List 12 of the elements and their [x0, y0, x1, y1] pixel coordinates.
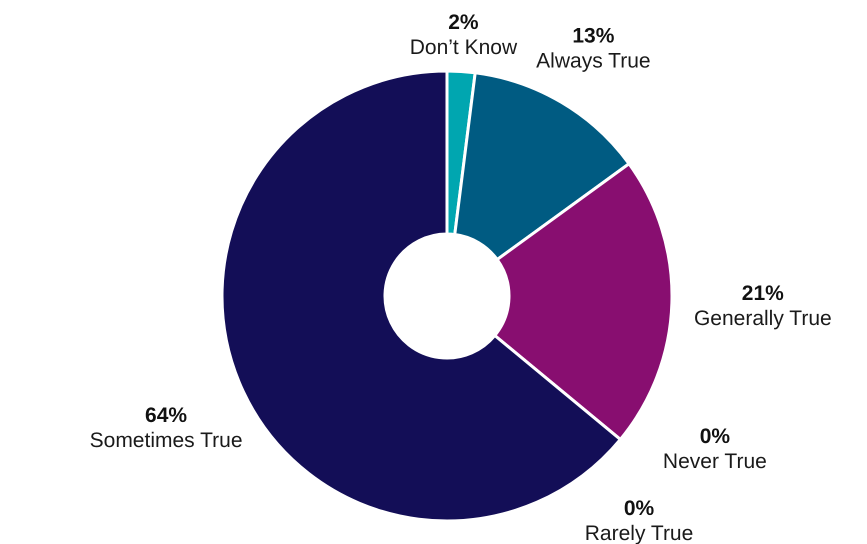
slice-label: Don’t Know [410, 36, 518, 59]
slice-label: Always True [536, 50, 651, 73]
slice-label: Sometimes True [90, 429, 243, 452]
category-label: Never True [662, 450, 767, 473]
data-label: 13% [572, 24, 615, 48]
data-label: 21% [742, 282, 784, 305]
data-label: 64% [145, 404, 188, 428]
text: 0% [700, 424, 730, 448]
slice-label: Generally True [694, 306, 832, 330]
text: 0% [624, 496, 654, 520]
data-label: 2% [448, 10, 479, 34]
category-label: Rarely True [584, 522, 694, 544]
